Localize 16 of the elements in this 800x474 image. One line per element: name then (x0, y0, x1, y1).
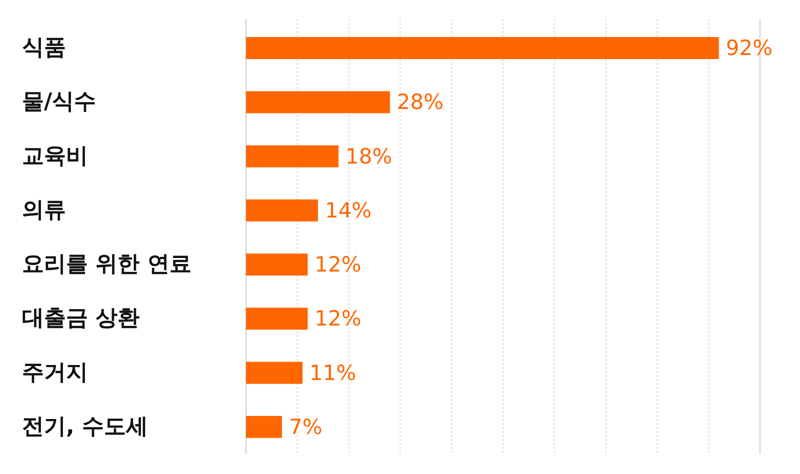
y-tick-label: 의류 (22, 198, 66, 223)
y-tick-label: 주거지 (22, 360, 88, 386)
y-tick-label: 대출금 상환 (22, 306, 140, 332)
data-label: 14% (324, 198, 372, 222)
y-tick-label: 식품 (22, 36, 66, 61)
data-label: 12% (314, 306, 362, 331)
data-label: 92% (726, 36, 773, 60)
data-label: 11% (310, 360, 356, 385)
data-label: 28% (396, 90, 444, 114)
y-tick-label: 교육비 (22, 144, 88, 169)
data-label: 12% (314, 252, 362, 277)
data-label: 7% (288, 414, 322, 439)
data-label: 18% (346, 144, 392, 168)
y-tick-label: 물/식수 (22, 90, 96, 115)
y-tick-label: 요리를 위한 연료 (22, 252, 192, 278)
y-tick-label: 전기, 수도세 (22, 414, 148, 440)
